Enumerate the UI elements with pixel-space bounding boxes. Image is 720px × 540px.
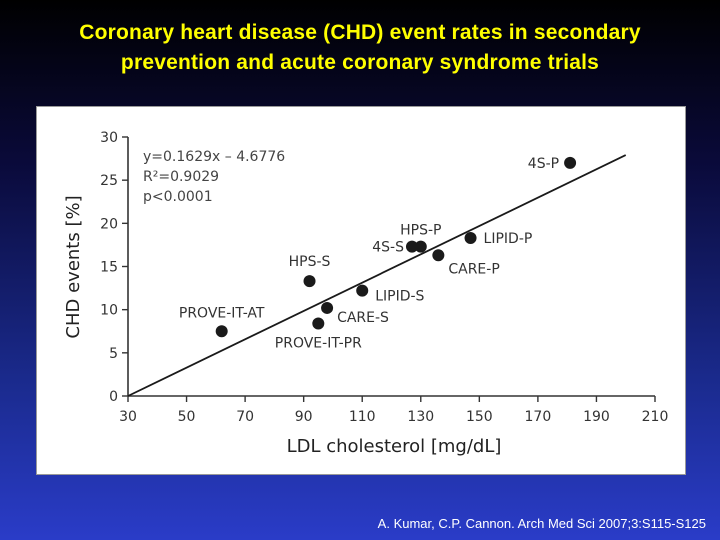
scatter-chart: 30 50 70 90 110 130 150 170 190 210 0 5 10 15 20 25 30 4… xyxy=(63,130,668,457)
y-tick-label: 10 xyxy=(100,303,118,319)
x-tick-label: 50 xyxy=(178,409,196,425)
regression-r2: R²=0.9029 xyxy=(143,169,219,185)
point-label: PROVE-IT-AT xyxy=(179,305,265,321)
x-axis-label: LDL cholesterol [mg/dL] xyxy=(287,436,502,457)
point-label: LIPID-P xyxy=(484,231,533,247)
data-point xyxy=(215,325,228,338)
data-point xyxy=(405,240,418,253)
data-point xyxy=(321,301,334,314)
slide-title-line-2: prevention and acute coronary syndrome t… xyxy=(120,51,600,74)
point-label: LIPID-S xyxy=(375,289,424,305)
points-layer: 4S-P LIPID-P HPS-P4S-S CARE-P HPS-S LIPID-S CA… xyxy=(179,156,577,351)
y-tick-label: 30 xyxy=(100,130,118,146)
chart-panel: 30 50 70 90 110 130 150 170 190 210 0 5 10 15 20 25 30 4… xyxy=(36,106,686,475)
point-label: HPS-S xyxy=(289,254,331,270)
regression-equation: y=0.1629x – 4.6776 xyxy=(143,149,285,165)
regression-p-value: p<0.0001 xyxy=(143,189,213,205)
x-tick-label: 30 xyxy=(119,409,137,425)
data-point xyxy=(312,317,325,330)
y-axis-label: CHD events [%] xyxy=(63,195,84,338)
point-label: HPS-P xyxy=(400,223,441,239)
y-tick-label: 5 xyxy=(109,346,118,362)
citation: A. Kumar, C.P. Cannon. Arch Med Sci 2007… xyxy=(377,516,706,531)
y-tick-label: 15 xyxy=(100,260,118,276)
regression-stats: y=0.1629x – 4.6776 R²=0.9029 p<0.0001 xyxy=(143,149,285,205)
data-point xyxy=(564,156,577,169)
x-tick-label: 130 xyxy=(407,409,434,425)
x-tick-label: 90 xyxy=(295,409,313,425)
trend-line xyxy=(127,154,627,397)
point-label: 4S-P xyxy=(528,156,559,172)
slide-title-line-1: Coronary heart disease (CHD) event rates… xyxy=(79,21,641,44)
trendline-layer xyxy=(127,154,627,397)
y-tick-label: 0 xyxy=(109,389,118,405)
data-point xyxy=(414,240,427,253)
point-label: PROVE-IT-PR xyxy=(275,335,362,351)
x-tick-label: 150 xyxy=(466,409,493,425)
data-point xyxy=(356,284,369,297)
y-tick-label: 25 xyxy=(100,173,118,189)
x-tick-label: 70 xyxy=(236,409,254,425)
point-label: 4S-S xyxy=(372,240,404,256)
x-tick-label: 210 xyxy=(642,409,669,425)
data-point xyxy=(464,232,477,245)
data-point xyxy=(303,275,316,288)
x-tick-label: 190 xyxy=(583,409,610,425)
y-tick-label: 20 xyxy=(100,216,118,232)
x-tick-label: 170 xyxy=(525,409,552,425)
data-point xyxy=(432,249,445,262)
point-label: CARE-S xyxy=(337,310,389,326)
point-label: CARE-P xyxy=(448,261,499,277)
axes-layer: 30 50 70 90 110 130 150 170 190 210 0 5 10 15 20 25 30 xyxy=(100,130,668,425)
slide-title: Coronary heart disease (CHD) event rates… xyxy=(0,18,720,78)
x-tick-label: 110 xyxy=(349,409,376,425)
